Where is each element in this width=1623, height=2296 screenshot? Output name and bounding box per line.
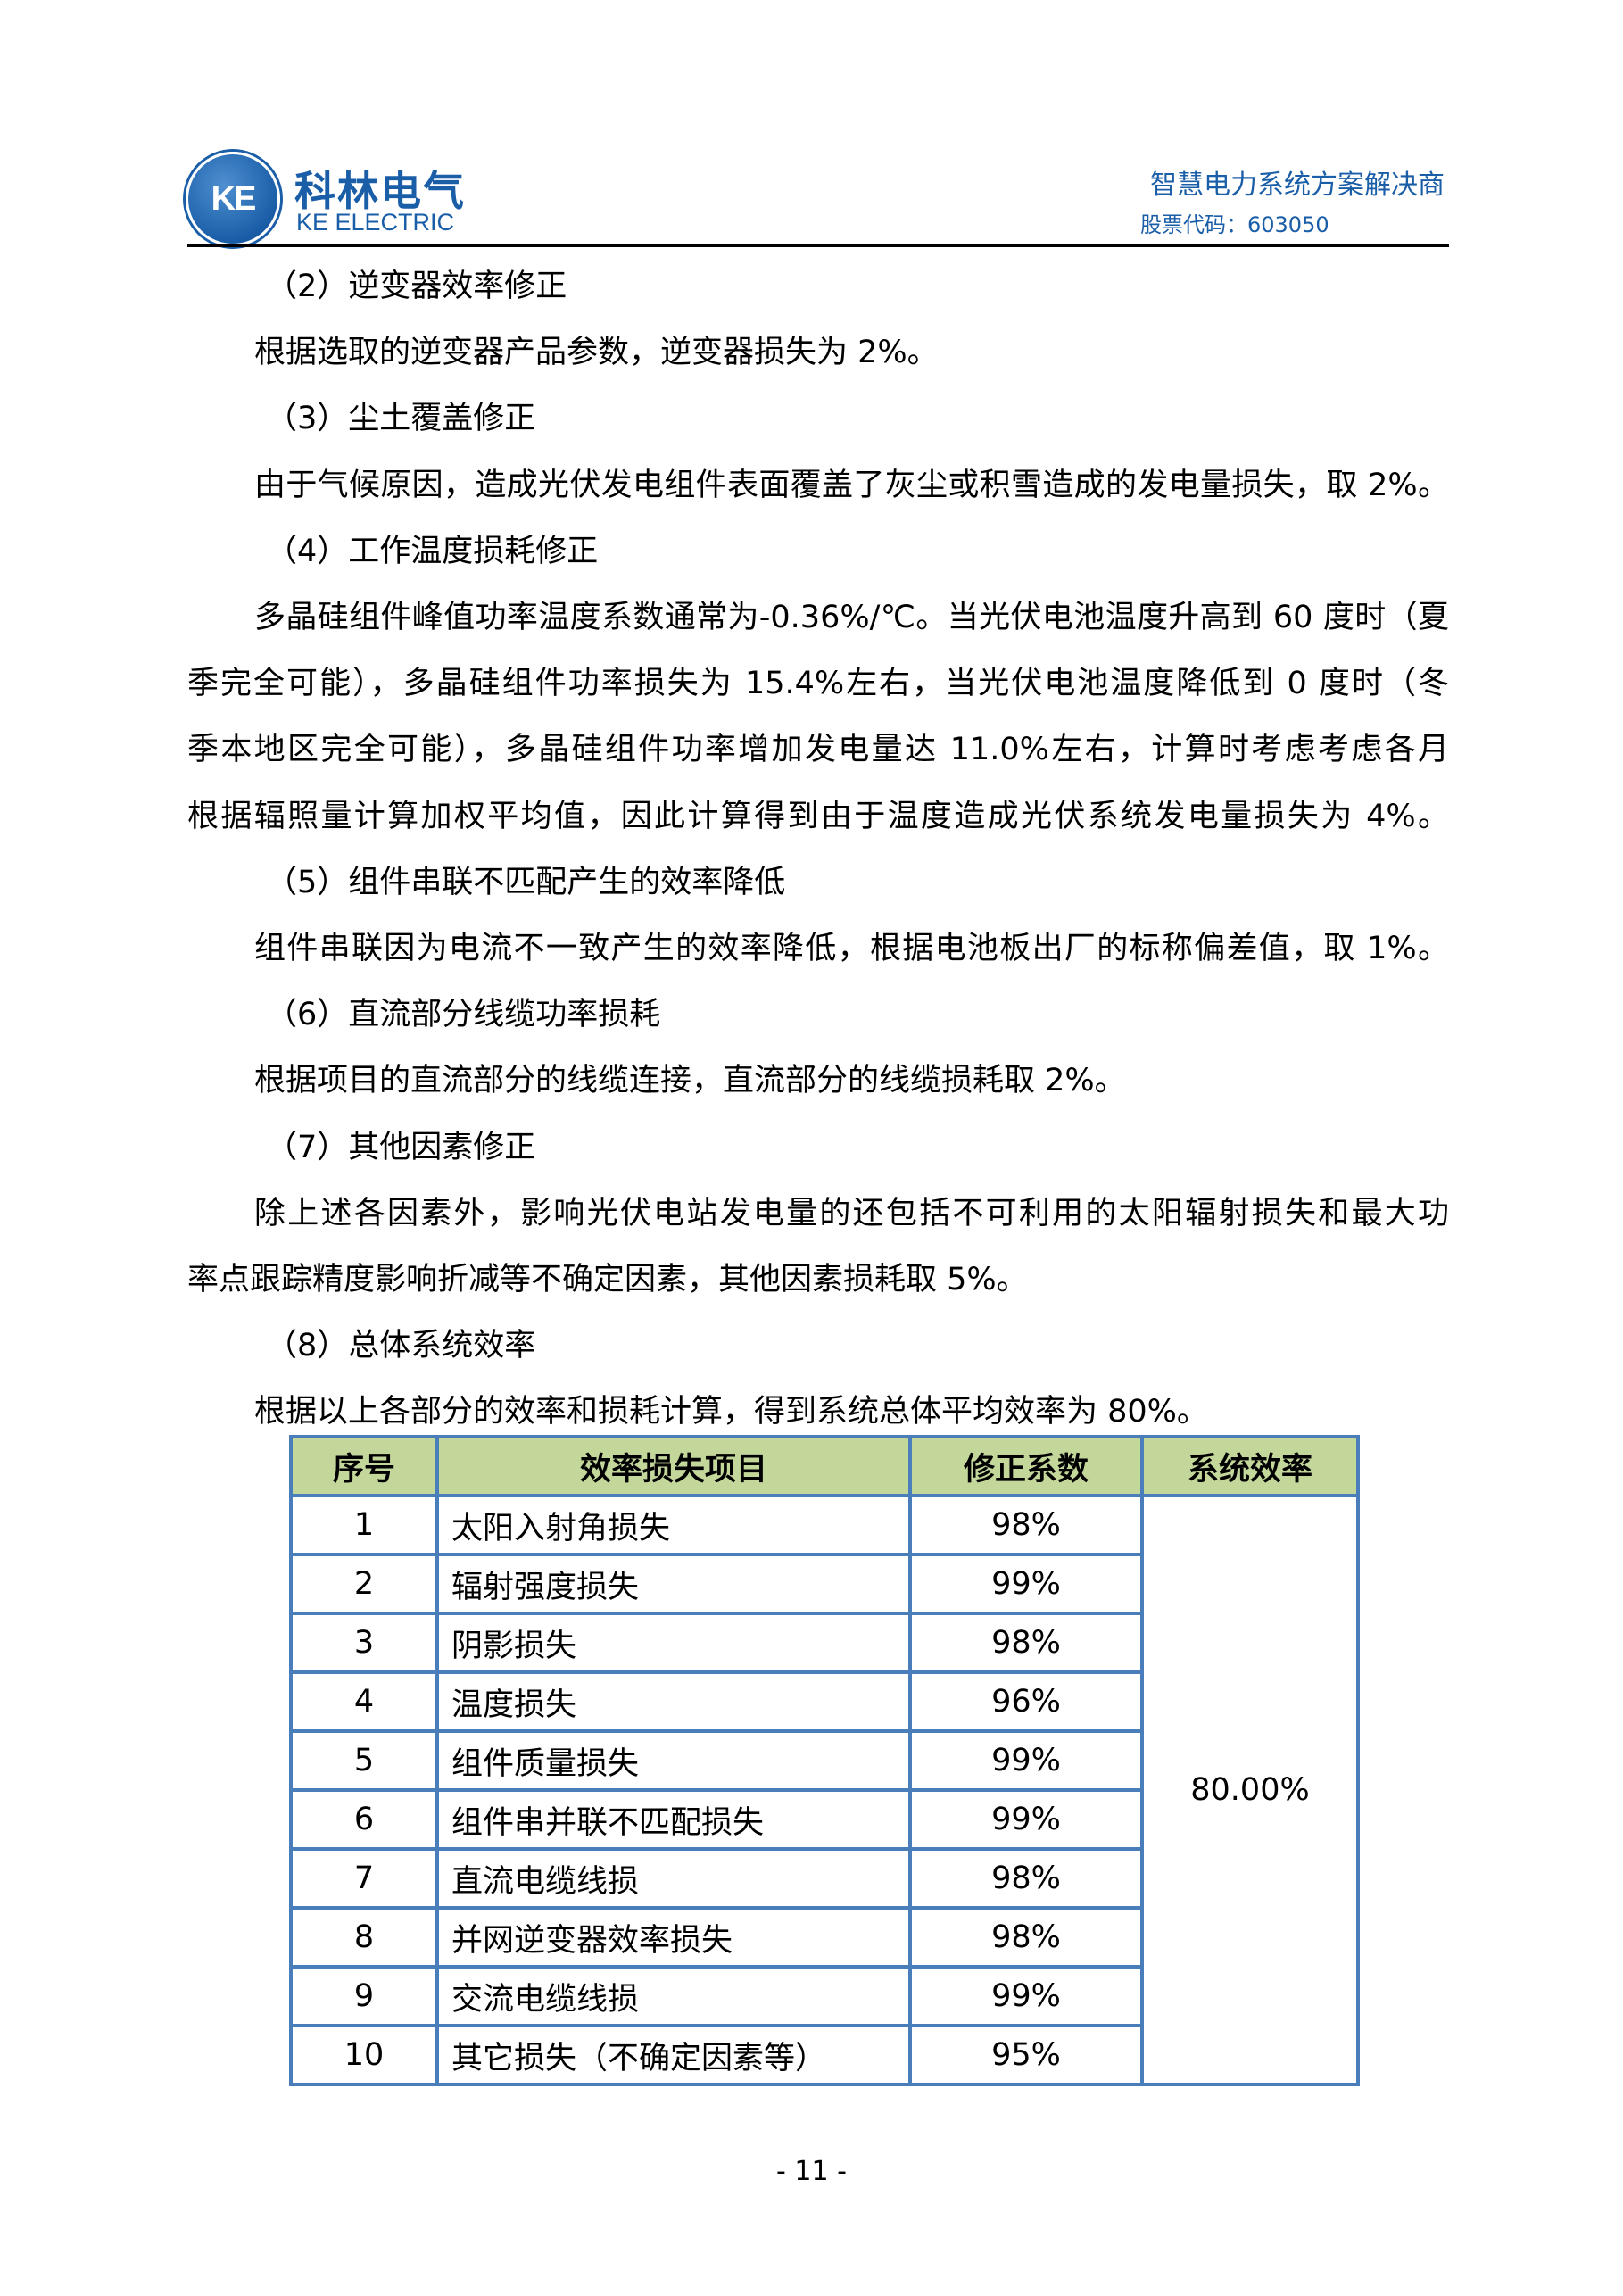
- loss-item: 其它损失（不确定因素等）: [435, 2024, 912, 2086]
- column-header: 系统效率: [1140, 1435, 1360, 1497]
- correction-factor: 98%: [908, 1847, 1144, 1910]
- loss-item: 辐射强度损失: [435, 1553, 912, 1615]
- table-row: 9 交流电缆线损 99%: [289, 1965, 1358, 2027]
- column-header: 修正系数: [908, 1435, 1144, 1497]
- paragraph-line: 根据选取的逆变器产品参数，逆变器损失为 2%。: [254, 335, 939, 371]
- correction-factor: 99%: [908, 1965, 1144, 2027]
- column-header: 序号: [289, 1435, 439, 1497]
- correction-factor: 99%: [908, 1788, 1144, 1851]
- loss-item: 直流电缆线损: [435, 1847, 912, 1910]
- row-number: 9: [289, 1965, 439, 2027]
- section-heading: （8）总体系统效率: [266, 1328, 536, 1364]
- loss-item: 太阳入射角损失: [435, 1494, 912, 1556]
- correction-factor: 98%: [908, 1612, 1144, 1674]
- loss-item: 组件质量损失: [435, 1729, 912, 1792]
- slogan: 智慧电力系统方案解决商: [1150, 170, 1445, 201]
- row-number: 2: [289, 1553, 439, 1615]
- row-number: 7: [289, 1847, 439, 1910]
- paragraph-line: 率点跟踪精度影响折减等不确定因素，其他因素损耗取 5%。: [187, 1262, 1028, 1297]
- paragraph-line: 多晶硅组件峰值功率温度系数通常为-0.36%/℃。当光伏电池温度升高到 60 度…: [254, 600, 1449, 635]
- page-number: - 11 -: [776, 2156, 847, 2187]
- row-number: 5: [289, 1729, 439, 1792]
- section-heading: （7）其他因素修正: [266, 1129, 536, 1165]
- brand-name-cn: 科林电气: [294, 167, 466, 215]
- table-row: 6 组件串并联不匹配损失 99%: [289, 1788, 1358, 1851]
- table-row: 8 并网逆变器效率损失 98%: [289, 1906, 1358, 1969]
- table-row: 4 温度损失 96%: [289, 1670, 1358, 1733]
- row-number: 3: [289, 1612, 439, 1674]
- company-logo: KE: [186, 152, 280, 246]
- correction-factor: 95%: [908, 2024, 1144, 2086]
- paragraph-line: 除上述各因素外，影响光伏电站发电量的还包括不可利用的太阳辐射损失和最大功: [254, 1195, 1449, 1231]
- table-row: 5 组件质量损失 99%: [289, 1729, 1358, 1792]
- paragraph-line: 季本地区完全可能），多晶硅组件功率增加发电量达 11.0%左右，计算时考虑考虑各…: [187, 732, 1449, 768]
- loss-item: 温度损失: [435, 1670, 912, 1733]
- section-heading: （3）尘土覆盖修正: [266, 401, 536, 437]
- row-number: 4: [289, 1670, 439, 1733]
- efficiency-table: 序号 效率损失项目 修正系数 系统效率 1 太阳入射角损失 98% 80.00% 2 辐射…: [289, 1435, 1360, 2086]
- row-number: 6: [289, 1788, 439, 1851]
- loss-item: 交流电缆线损: [435, 1965, 912, 2027]
- brand-name-en: KE ELECTRIC: [296, 209, 455, 236]
- section-heading: （6）直流部分线缆功率损耗: [266, 997, 661, 1033]
- section-heading: （5）组件串联不匹配产生的效率降低: [266, 864, 786, 900]
- paragraph-line: 根据以上各部分的效率和损耗计算，得到系统总体平均效率为 80%。: [254, 1394, 1208, 1430]
- logo-text: KE: [211, 179, 257, 218]
- table-row: 2 辐射强度损失 99%: [289, 1553, 1358, 1615]
- loss-item: 并网逆变器效率损失: [435, 1906, 912, 1969]
- correction-factor: 99%: [908, 1553, 1144, 1615]
- paragraph-line: 组件串联因为电流不一致产生的效率降低，根据电池板出厂的标称偏差值，取 1%。: [254, 931, 1449, 966]
- row-number: 1: [289, 1494, 439, 1556]
- loss-item: 阴影损失: [435, 1612, 912, 1674]
- column-header: 效率损失项目: [435, 1435, 912, 1497]
- row-number: 8: [289, 1906, 439, 1969]
- paragraph-line: 根据项目的直流部分的线缆连接，直流部分的线缆损耗取 2%。: [254, 1063, 1126, 1099]
- table-row: 10 其它损失（不确定因素等） 95%: [289, 2024, 1358, 2086]
- table-row: 3 阴影损失 98%: [289, 1612, 1358, 1674]
- loss-item: 组件串并联不匹配损失: [435, 1788, 912, 1851]
- table-row: 1 太阳入射角损失 98% 80.00%: [289, 1494, 1360, 2086]
- correction-factor: 96%: [908, 1670, 1144, 1733]
- paragraph-line: 根据辐照量计算加权平均值，因此计算得到由于温度造成光伏系统发电量损失为 4%。: [187, 798, 1449, 834]
- correction-factor: 99%: [908, 1729, 1144, 1792]
- system-efficiency: 80.00%: [1140, 1494, 1360, 2086]
- section-heading: （4）工作温度损耗修正: [266, 533, 599, 569]
- stock-code: 股票代码：603050: [1140, 212, 1329, 237]
- table-row: 7 直流电缆线损 98%: [289, 1847, 1358, 1910]
- section-heading: （2）逆变器效率修正: [266, 269, 567, 304]
- correction-factor: 98%: [908, 1494, 1144, 1556]
- row-number: 10: [289, 2024, 439, 2086]
- paragraph-line: 季完全可能），多晶硅组件功率损失为 15.4%左右，当光伏电池温度降低到 0 度…: [187, 666, 1449, 702]
- table-header-row: 序号 效率损失项目 修正系数 系统效率: [289, 1435, 1360, 1497]
- paragraph-line: 由于气候原因，造成光伏发电组件表面覆盖了灰尘或积雪造成的发电量损失，取 2%。: [254, 467, 1449, 503]
- header-divider: [187, 244, 1449, 247]
- correction-factor: 98%: [908, 1906, 1144, 1969]
